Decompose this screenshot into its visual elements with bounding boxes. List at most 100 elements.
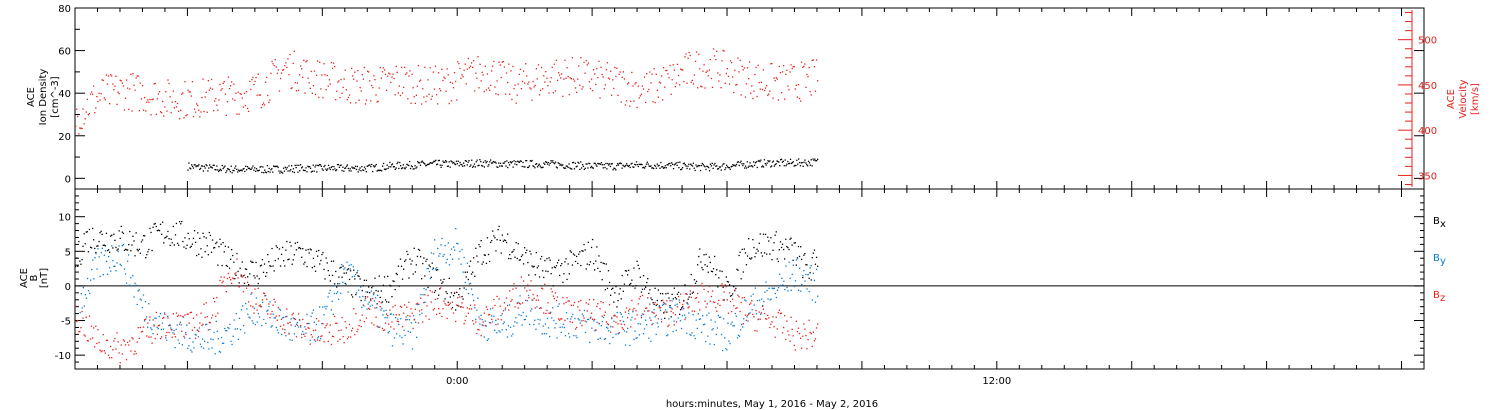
bz-point: [366, 296, 369, 298]
by-point: [584, 331, 587, 334]
bx-point: [409, 258, 411, 260]
density-point: [276, 165, 278, 167]
bz-point: [299, 319, 301, 321]
bx-point: [411, 260, 413, 262]
velocity-point: [530, 88, 532, 90]
density-point: [708, 170, 711, 172]
velocity-point: [764, 87, 767, 89]
bz-point: [387, 315, 389, 317]
velocity-point: [808, 67, 810, 69]
legend-entry-sub-x: x: [1440, 219, 1446, 230]
by-point: [111, 245, 113, 247]
bz-point: [254, 288, 256, 290]
by-point: [652, 322, 654, 325]
bx-point: [630, 282, 632, 285]
density-point: [401, 167, 404, 169]
bx-point: [260, 264, 263, 266]
density-point: [288, 165, 290, 167]
density-point: [473, 163, 476, 165]
bx-point: [175, 222, 178, 225]
by-point: [774, 292, 776, 295]
by-point: [572, 313, 574, 315]
velocity-point: [198, 109, 200, 111]
velocity-point: [393, 77, 395, 80]
density-point: [755, 161, 757, 163]
bx-point: [282, 246, 284, 249]
by-point: [626, 331, 628, 333]
density-point: [593, 162, 595, 164]
by-point: [96, 268, 98, 270]
bx-point: [641, 288, 644, 290]
velocity-point: [721, 60, 723, 62]
by-point: [677, 317, 679, 319]
by-point: [559, 326, 561, 328]
by-point: [255, 297, 257, 299]
bz-point: [461, 302, 463, 304]
by-point: [585, 321, 588, 323]
bx-point: [579, 251, 581, 253]
bz-point: [170, 329, 172, 331]
bz-point: [245, 287, 248, 289]
density-point: [300, 167, 303, 169]
bz-point: [224, 285, 226, 287]
by-point: [767, 298, 769, 300]
by-point: [370, 290, 372, 292]
bx-point: [470, 273, 473, 275]
density-point: [510, 162, 512, 164]
density-point: [604, 166, 606, 169]
by-point: [300, 326, 302, 328]
bx-point: [145, 257, 147, 259]
bz-point: [594, 318, 596, 321]
bz-point: [217, 312, 219, 314]
bz-point: [697, 292, 699, 295]
density-point: [194, 164, 196, 166]
bx-point: [253, 275, 255, 277]
density-point: [585, 163, 587, 165]
by-point: [319, 306, 321, 308]
density-point: [701, 162, 703, 165]
velocity-point: [162, 100, 164, 103]
bx-point: [314, 270, 317, 272]
bx-point: [276, 246, 278, 249]
density-point: [465, 160, 467, 162]
by-point: [527, 294, 530, 297]
bz-point: [152, 319, 154, 321]
velocity-point: [691, 79, 693, 82]
by-point: [496, 332, 498, 334]
by-point: [133, 296, 135, 298]
by-point: [518, 314, 520, 316]
density-point: [596, 165, 598, 167]
bz-point: [525, 299, 527, 301]
velocity-point: [353, 78, 355, 80]
bx-point: [193, 230, 196, 232]
bz-point: [335, 322, 337, 324]
density-point: [198, 164, 200, 166]
bx-point: [380, 290, 382, 292]
velocity-point: [732, 76, 734, 78]
bz-point: [266, 298, 268, 300]
by-point: [352, 266, 354, 268]
velocity-point: [294, 82, 296, 84]
velocity-point: [786, 69, 788, 71]
by-point: [573, 334, 575, 337]
density-point: [605, 162, 607, 165]
bz-point: [272, 304, 274, 306]
bx-point: [810, 279, 812, 281]
velocity-point: [572, 78, 575, 80]
bz-point: [198, 330, 200, 333]
bx-point: [750, 258, 752, 260]
by-point: [564, 335, 567, 337]
bx-point: [90, 247, 93, 249]
by-point: [267, 309, 269, 311]
by-point: [131, 285, 133, 287]
bx-point: [447, 301, 449, 303]
by-point: [364, 299, 366, 301]
density-point: [813, 159, 815, 162]
bx-point: [205, 237, 207, 239]
density-point: [601, 164, 603, 166]
velocity-point: [277, 69, 279, 71]
density-point: [368, 164, 370, 166]
velocity-point: [743, 67, 745, 69]
density-point: [404, 168, 406, 170]
bx-point: [236, 252, 238, 255]
